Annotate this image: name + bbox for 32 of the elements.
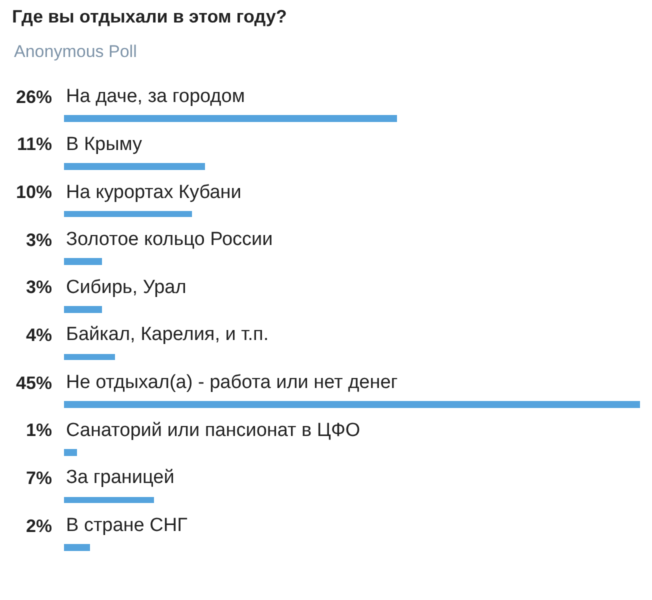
chart-subtitle: Anonymous Poll	[14, 42, 137, 61]
data-label: 45%	[16, 373, 52, 393]
bar	[64, 544, 90, 551]
y-tick-label: На курортах Кубани	[66, 182, 242, 203]
data-label: 1%	[26, 420, 52, 440]
data-label: 4%	[26, 325, 52, 345]
data-label: 7%	[26, 468, 52, 488]
y-tick-label: Сибирь, Урал	[66, 277, 186, 298]
data-label: 3%	[26, 277, 52, 297]
data-label: 10%	[16, 182, 52, 202]
bar	[64, 211, 192, 217]
chart-title: Где вы отдыхали в этом году?	[12, 6, 287, 27]
data-label: 2%	[26, 516, 52, 536]
y-tick-label: Санаторий или пансионат в ЦФО	[66, 420, 360, 441]
y-tick-label: Не отдыхал(а) - работа или нет денег	[66, 372, 398, 393]
bar	[64, 354, 115, 360]
y-tick-label: За границей	[66, 467, 174, 488]
y-tick-label: Золотое кольцо России	[66, 229, 273, 250]
bar	[64, 401, 640, 408]
bar	[64, 449, 77, 456]
data-label: 26%	[16, 87, 52, 107]
y-tick-label: В стране СНГ	[66, 515, 188, 536]
data-label: 3%	[26, 230, 52, 250]
y-tick-label: Байкал, Карелия, и т.п.	[66, 324, 269, 345]
bar	[64, 163, 205, 170]
bar	[64, 306, 102, 313]
bar	[64, 115, 397, 122]
y-tick-label: На даче, за городом	[66, 86, 245, 107]
y-tick-label: В Крыму	[66, 134, 143, 155]
bar	[64, 497, 154, 503]
bar	[64, 258, 102, 265]
data-label: 11%	[17, 134, 52, 154]
